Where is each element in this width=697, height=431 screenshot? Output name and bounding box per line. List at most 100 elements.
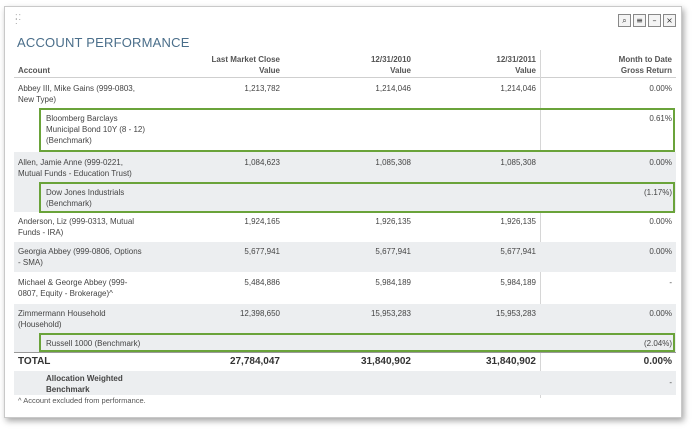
panel-title: ACCOUNT PERFORMANCE <box>17 35 190 50</box>
benchmark-name: Bloomberg Barclays Municipal Bond 10Y (8… <box>46 113 166 146</box>
month-to-date-return: 0.00% <box>649 84 672 93</box>
benchmark-row[interactable]: Russell 1000 (Benchmark) (2.04%) <box>14 334 676 352</box>
header-line: Last Market Close <box>211 55 280 64</box>
header-line: Gross Return <box>620 66 672 75</box>
value-2010: 5,677,941 <box>375 247 411 256</box>
total-last-market-close: 27,784,047 <box>229 356 280 367</box>
total-label: TOTAL <box>18 356 51 367</box>
header-line: Value <box>259 66 280 75</box>
table-row[interactable]: Anderson, Liz (999-0313, Mutual Funds - … <box>14 212 676 242</box>
allocation-benchmark-label: Allocation Weighted Benchmark <box>46 373 123 395</box>
header-divider <box>14 77 676 78</box>
name-line: Michael & George Abbey (999- <box>18 278 128 287</box>
value-2011: 1,214,046 <box>500 84 536 93</box>
name-line: (Household) <box>18 320 62 329</box>
header-line: Value <box>515 66 536 75</box>
month-to-date-return: 0.00% <box>649 247 672 256</box>
header-line: Value <box>390 66 411 75</box>
total-2010-value: 31,840,902 <box>360 356 411 367</box>
month-to-date-return: 0.00% <box>649 309 672 318</box>
last-market-close-value: 1,213,782 <box>244 84 280 93</box>
name-line: Bloomberg Barclays <box>46 114 118 123</box>
table-row[interactable]: Georgia Abbey (999-0806, Options - SMA) … <box>14 242 676 272</box>
value-2011: 1,085,308 <box>500 158 536 167</box>
name-line: (Benchmark) <box>46 199 92 208</box>
minimize-icon[interactable]: – <box>648 14 661 27</box>
last-market-close-value: 12,398,650 <box>239 309 280 318</box>
month-to-date-return: (2.04%) <box>643 339 672 348</box>
total-return: 0.00% <box>643 356 672 367</box>
value-2010: 15,953,283 <box>370 309 411 318</box>
name-line: Municipal Bond 10Y (8 - 12) <box>46 125 146 134</box>
search-icon[interactable]: ⌕ <box>618 14 631 27</box>
last-market-close-value: 5,484,886 <box>244 278 280 287</box>
name-line: Dow Jones Industrials <box>46 188 125 197</box>
account-name: Anderson, Liz (999-0313, Mutual Funds - … <box>18 216 143 238</box>
table-row[interactable]: Michael & George Abbey (999- 0807, Equit… <box>14 272 676 304</box>
month-to-date-return: (1.17%) <box>643 188 672 197</box>
value-2011: 5,984,189 <box>500 278 536 287</box>
header-last-market-close[interactable]: Last Market Close Value <box>212 54 280 76</box>
name-line: (Benchmark) <box>46 136 92 145</box>
panel-toolbar: ⌕ ≡ – × <box>618 14 676 27</box>
table-row[interactable]: Allen, Jamie Anne (999-0221, Mutual Fund… <box>14 152 676 182</box>
account-name: Michael & George Abbey (999- 0807, Equit… <box>18 277 143 299</box>
header-line: Month to Date <box>618 55 672 64</box>
header-2011-value[interactable]: 12/31/2011 Value <box>496 54 536 76</box>
table-row[interactable]: Abbey III, Mike Gains (999-0803, New Typ… <box>14 78 676 108</box>
total-divider <box>14 352 676 353</box>
name-line: Anderson, Liz (999-0313, Mutual <box>18 217 135 226</box>
name-line: New Type) <box>18 95 57 104</box>
label-line: Allocation Weighted <box>46 374 123 383</box>
header-2010-value[interactable]: 12/31/2010 Value <box>371 54 411 76</box>
account-name: Allen, Jamie Anne (999-0221, Mutual Fund… <box>18 157 143 179</box>
name-line: 0807, Equity - Brokerage)^ <box>18 289 113 298</box>
value-2010: 1,926,135 <box>375 217 411 226</box>
value-2010: 1,085,308 <box>375 158 411 167</box>
name-line: Mutual Funds - Education Trust) <box>18 169 132 178</box>
last-market-close-value: 1,924,165 <box>244 217 280 226</box>
name-line: Georgia Abbey (999-0806, Options <box>18 247 142 256</box>
label-line: Benchmark <box>46 385 90 394</box>
account-name: Zimmermann Household (Household) <box>18 308 143 330</box>
last-market-close-value: 5,677,941 <box>244 247 280 256</box>
month-to-date-return: - <box>669 278 672 287</box>
benchmark-name: Dow Jones Industrials (Benchmark) <box>46 187 166 209</box>
account-performance-panel: ⁚⁚ ⁚ ⌕ ≡ – × ACCOUNT PERFORMANCE Account … <box>4 6 682 418</box>
value-2011: 15,953,283 <box>495 309 536 318</box>
menu-icon[interactable]: ≡ <box>633 14 646 27</box>
benchmark-row[interactable]: Bloomberg Barclays Municipal Bond 10Y (8… <box>14 108 676 152</box>
account-name: Abbey III, Mike Gains (999-0803, New Typ… <box>18 83 143 105</box>
total-2011-value: 31,840,902 <box>485 356 536 367</box>
month-to-date-return: 0.00% <box>649 217 672 226</box>
benchmark-row[interactable]: Dow Jones Industrials (Benchmark) (1.17%… <box>14 182 676 212</box>
value-2010: 5,984,189 <box>375 278 411 287</box>
column-divider <box>540 50 541 398</box>
benchmark-highlight-box <box>39 182 675 213</box>
value-2011: 5,677,941 <box>500 247 536 256</box>
table-row[interactable]: Zimmermann Household (Household) 12,398,… <box>14 304 676 334</box>
benchmark-highlight-box <box>39 333 675 352</box>
name-line: Allen, Jamie Anne (999-0221, <box>18 158 123 167</box>
month-to-date-return: 0.61% <box>649 114 672 123</box>
allocation-benchmark-return: - <box>669 378 672 387</box>
benchmark-highlight-box <box>39 108 675 152</box>
header-line: 12/31/2010 <box>370 55 411 64</box>
close-icon[interactable]: × <box>663 14 676 27</box>
name-line: Abbey III, Mike Gains (999-0803, <box>18 84 135 93</box>
footnote: ^ Account excluded from performance. <box>18 396 146 405</box>
allocation-benchmark-row: Allocation Weighted Benchmark - <box>14 371 676 395</box>
value-2011: 1,926,135 <box>500 217 536 226</box>
header-month-to-date[interactable]: Month to Date Gross Return <box>619 54 672 76</box>
total-row: TOTAL 27,784,047 31,840,902 31,840,902 0… <box>14 353 676 371</box>
drag-handle-icon[interactable]: ⁚⁚ ⁚ <box>15 13 23 26</box>
month-to-date-return: 0.00% <box>649 158 672 167</box>
last-market-close-value: 1,084,623 <box>244 158 280 167</box>
name-line: - SMA) <box>18 258 43 267</box>
benchmark-name: Russell 1000 (Benchmark) <box>46 339 141 348</box>
name-line: Funds - IRA) <box>18 228 64 237</box>
name-line: Zimmermann Household <box>18 309 106 318</box>
header-account[interactable]: Account <box>18 66 50 75</box>
value-2010: 1,214,046 <box>375 84 411 93</box>
header-line: 12/31/2011 <box>496 55 536 64</box>
